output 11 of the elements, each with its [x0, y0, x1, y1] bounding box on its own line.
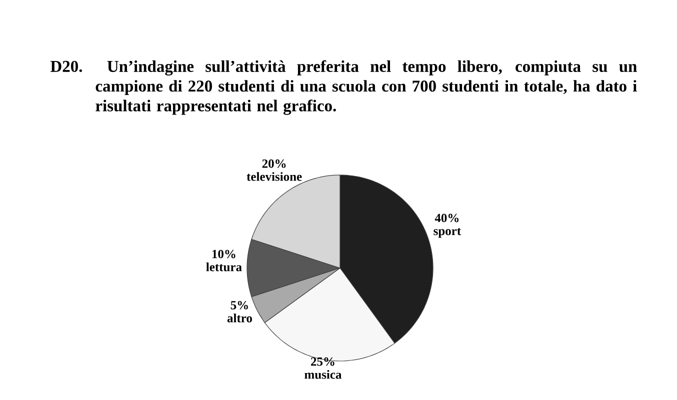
slice-label: lettura — [206, 262, 242, 272]
data-label: 25% — [310, 357, 334, 366]
data-label: 20% — [262, 159, 286, 168]
data-label: 5% — [230, 300, 248, 310]
slice-label: sport — [434, 228, 462, 238]
slice-label: musica — [304, 370, 342, 379]
data-label: 40% — [434, 214, 459, 222]
chart-title: D20. Un’indagine sull’attività preferita nel tempo libero, compiuta su un campione di 220 studenti di una scuola con 700 studenti in totale, ha dato i risultati rappresentati nel grafico. — [50, 60, 637, 115]
slice-label: altro — [227, 314, 252, 322]
slice-label: televisione — [246, 172, 302, 181]
data-label: 10% — [212, 250, 236, 258]
